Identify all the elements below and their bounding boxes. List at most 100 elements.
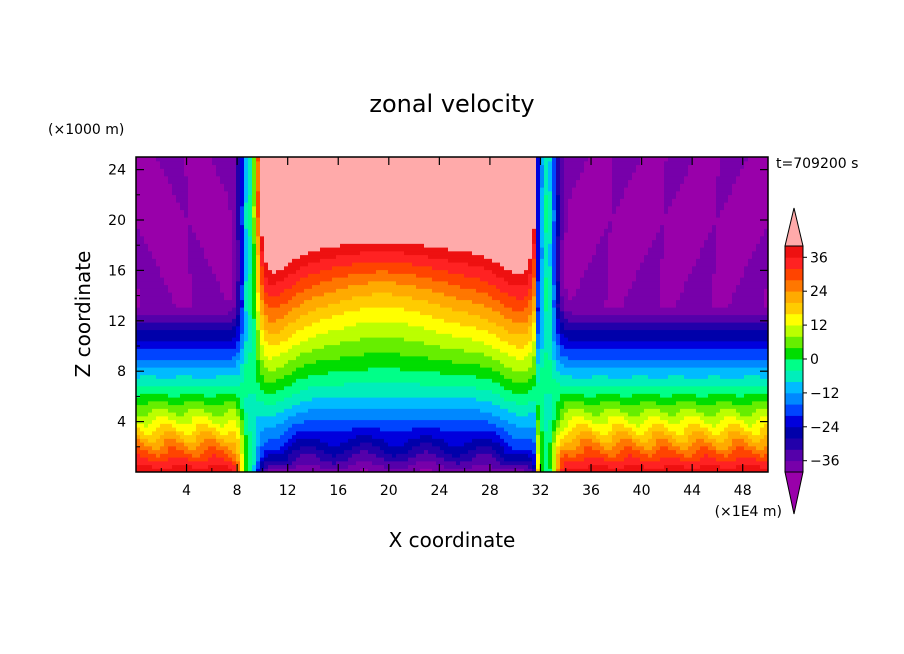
contour-cell <box>348 157 353 162</box>
contour-cell <box>256 172 261 177</box>
contour-cell <box>164 205 169 211</box>
contour-cell <box>164 228 169 233</box>
contour-cell <box>372 449 377 454</box>
contour-cell <box>280 303 285 308</box>
contour-cell <box>204 325 209 331</box>
contour-cell <box>208 348 213 353</box>
contour-cell <box>140 288 145 293</box>
contour-cell <box>172 205 177 211</box>
contour-cell <box>360 430 365 436</box>
contour-cell <box>320 273 325 278</box>
contour-cell <box>196 228 201 233</box>
contour-cell <box>280 288 285 293</box>
contour-cell <box>292 187 297 192</box>
contour-cell <box>188 164 193 169</box>
contour-cell <box>232 314 237 319</box>
contour-cell <box>212 352 217 357</box>
contour-cell <box>188 284 193 289</box>
contour-cell <box>352 310 357 316</box>
contour-cell <box>364 250 369 256</box>
contour-cell <box>340 164 345 169</box>
contour-cell <box>232 284 237 289</box>
contour-cell <box>180 400 185 406</box>
contour-cell <box>200 277 205 282</box>
contour-cell <box>272 157 277 162</box>
contour-cell <box>244 258 249 263</box>
contour-cell <box>296 314 301 319</box>
contour-cell <box>292 235 297 241</box>
contour-cell <box>168 179 173 184</box>
contour-cell <box>172 329 177 334</box>
contour-cell <box>312 382 317 387</box>
contour-cell <box>236 344 241 349</box>
contour-cell <box>364 247 369 252</box>
contour-cell <box>260 322 265 327</box>
contour-cell <box>248 310 253 316</box>
contour-cell <box>328 168 333 173</box>
contour-cell <box>160 247 165 252</box>
contour-cell <box>136 220 141 226</box>
contour-cell <box>288 344 293 349</box>
contour-cell <box>216 198 221 203</box>
contour-cell <box>212 262 217 267</box>
contour-cell <box>224 427 229 432</box>
contour-cell <box>304 378 309 383</box>
contour-cell <box>340 254 345 259</box>
contour-cell <box>240 243 245 248</box>
contour-cell <box>336 419 341 424</box>
contour-cell <box>328 164 333 169</box>
contour-cell <box>360 179 365 184</box>
contour-cell <box>344 340 349 346</box>
contour-cell <box>360 378 365 383</box>
contour-cell <box>304 412 309 417</box>
contour-cell <box>324 198 329 203</box>
contour-cell <box>236 235 241 241</box>
contour-cell <box>228 292 233 297</box>
contour-cell <box>256 168 261 173</box>
contour-cell <box>228 228 233 233</box>
contour-cell <box>212 355 217 361</box>
contour-cell <box>144 183 149 188</box>
contour-cell <box>324 232 329 237</box>
contour-cell <box>224 168 229 173</box>
contour-cell <box>156 322 161 327</box>
contour-cell <box>172 322 177 327</box>
contour-cell <box>312 329 317 334</box>
contour-cell <box>340 295 345 301</box>
contour-cell <box>324 239 329 244</box>
contour-cell <box>192 295 197 301</box>
contour-cell <box>332 164 337 169</box>
contour-cell <box>236 198 241 203</box>
contour-cell <box>320 262 325 267</box>
contour-cell <box>264 445 269 451</box>
contour-cell <box>240 367 245 372</box>
contour-cell <box>164 337 169 342</box>
contour-cell <box>152 423 157 428</box>
contour-cell <box>292 370 297 376</box>
contour-cell <box>232 288 237 293</box>
contour-cell <box>164 310 169 316</box>
contour-cell <box>308 243 313 248</box>
contour-cell <box>344 378 349 383</box>
contour-cell <box>308 187 313 192</box>
contour-cell <box>288 243 293 248</box>
contour-cell <box>164 190 169 196</box>
contour-cell <box>248 464 253 469</box>
contour-cell <box>140 340 145 346</box>
contour-cell <box>356 239 361 244</box>
contour-cell <box>164 217 169 222</box>
contour-cell <box>136 333 141 338</box>
contour-cell <box>204 164 209 169</box>
contour-cell <box>172 464 177 469</box>
contour-cell <box>192 397 197 402</box>
contour-cell <box>192 370 197 376</box>
contour-cell <box>356 423 361 428</box>
contour-cell <box>296 202 301 207</box>
contour-cell <box>304 460 309 466</box>
contour-cell <box>228 344 233 349</box>
contour-cell <box>260 209 265 214</box>
contour-cell <box>220 217 225 222</box>
contour-cell <box>364 355 369 361</box>
contour-cell <box>152 190 157 196</box>
contour-cell <box>284 314 289 319</box>
